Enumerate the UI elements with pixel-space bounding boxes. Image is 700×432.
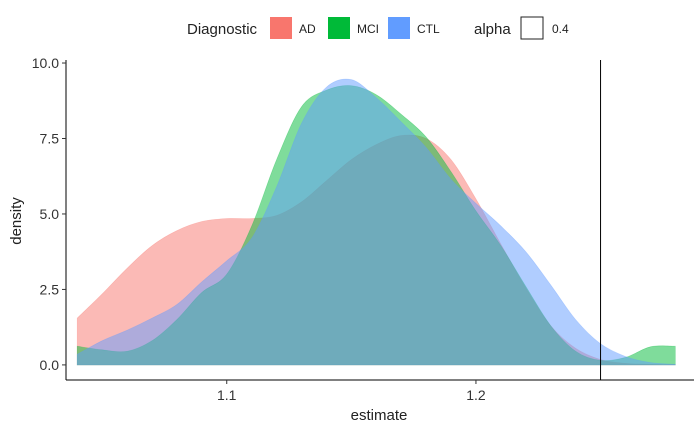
x-tick-label: 1.2: [466, 387, 486, 403]
x-ticks: 1.1 1.2: [217, 380, 486, 403]
y-ticks: 0.0 2.5 5.0 7.5 10.0: [32, 55, 66, 373]
legend-alpha-title: alpha: [474, 21, 511, 38]
legend-items: AD MCI CTL: [270, 17, 440, 39]
y-tick-label: 7.5: [40, 130, 60, 146]
y-tick-label: 2.5: [40, 281, 60, 297]
density-area-ctl: [76, 78, 676, 366]
legend-title: Diagnostic: [187, 21, 258, 38]
y-axis-title: density: [8, 197, 25, 245]
legend-label-ctl: CTL: [417, 22, 440, 36]
x-tick-label: 1.1: [217, 387, 237, 403]
legend: Diagnostic AD MCI CTL alpha 0.4: [187, 16, 569, 40]
legend-key-mci: [328, 17, 350, 39]
y-tick-label: 5.0: [40, 206, 60, 222]
legend-label-mci: MCI: [357, 22, 379, 36]
legend-key-ad: [270, 17, 292, 39]
axes: 0.0 2.5 5.0 7.5 10.0 1.1 1.2: [32, 55, 694, 403]
plot-areas: [76, 78, 676, 366]
y-tick-label: 10.0: [32, 55, 59, 71]
legend-alpha-key: [520, 16, 544, 40]
legend-alpha-value: 0.4: [552, 22, 569, 36]
legend-label-ad: AD: [299, 22, 316, 36]
y-tick-label: 0.0: [40, 357, 60, 373]
x-axis-title: estimate: [351, 407, 408, 424]
legend-key-ctl: [388, 17, 410, 39]
